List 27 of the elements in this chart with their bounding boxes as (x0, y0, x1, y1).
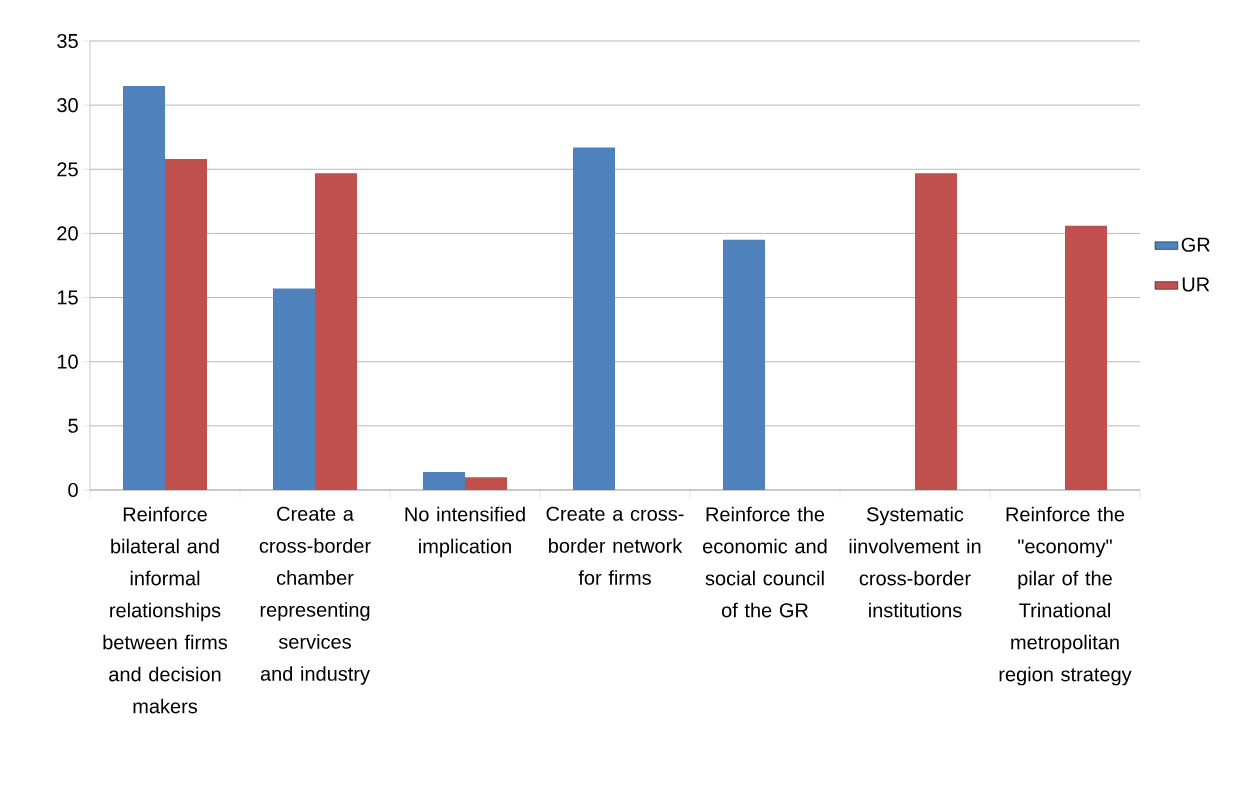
bar (315, 173, 358, 490)
x-tick-label: Reinforce bilateral and informal relationships between firms and decision makers (103, 506, 228, 714)
bar (165, 159, 208, 490)
y-tick-label: 0 (68, 482, 78, 498)
legend-label: GR (1181, 237, 1210, 252)
y-tick-label: 35 (57, 33, 78, 49)
x-tick-label: Create a cross-border network for firms (546, 506, 684, 585)
bar (273, 288, 316, 490)
bar (723, 239, 765, 490)
legend-label: UR (1182, 277, 1210, 292)
y-tick-label: 15 (57, 290, 78, 305)
bar (573, 147, 615, 490)
x-tick-label: Systematic iinvolvement in cross-border institutions (849, 506, 981, 618)
bar (423, 472, 466, 490)
y-tick-label: 5 (68, 418, 78, 433)
bar (123, 85, 166, 490)
x-tick-label: Reinforce the "economy" pilar of the Trinational metropolitan region strategy (999, 506, 1132, 686)
y-tick-label: 30 (57, 98, 78, 113)
bar (465, 477, 508, 490)
y-tick-label: 10 (57, 354, 78, 369)
x-tick-label: No intensified implication (405, 506, 525, 558)
x-tick-label: Create a cross-border chamber representing services and industry (259, 506, 371, 685)
x-tick-label: Reinforce the economic and social council of the GR (703, 506, 827, 618)
bar (915, 173, 957, 490)
bar (1065, 225, 1107, 490)
y-tick-label: 25 (57, 162, 78, 177)
y-tick-label: 20 (57, 226, 78, 241)
